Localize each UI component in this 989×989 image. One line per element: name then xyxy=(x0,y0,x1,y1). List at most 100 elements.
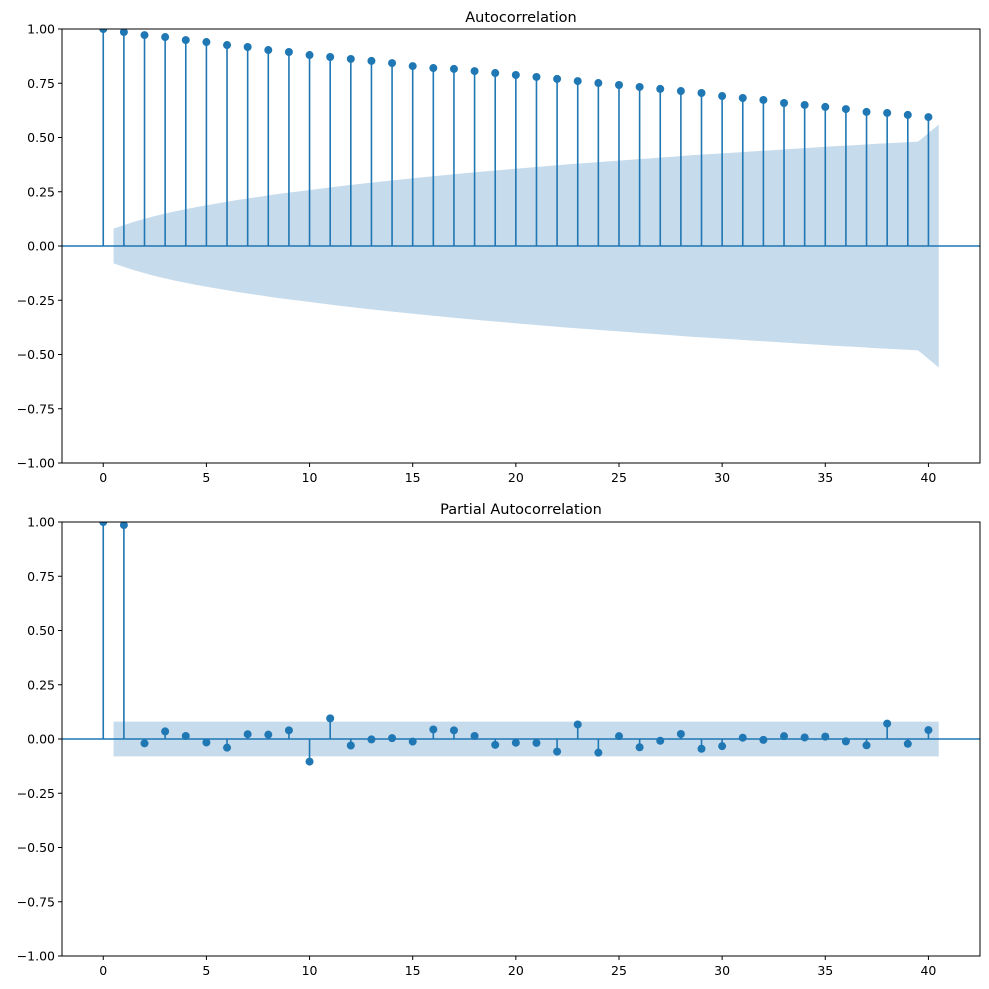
acf-marker-28 xyxy=(676,87,685,96)
pacf-marker-3 xyxy=(161,727,170,736)
acf-marker-26 xyxy=(635,82,644,91)
pacf-ytick-label: −0.75 xyxy=(17,894,55,909)
acf-ytick-label: 0.25 xyxy=(27,184,55,199)
acf-marker-24 xyxy=(594,79,603,88)
acf-marker-19 xyxy=(491,69,500,78)
acf-xtick-label: 35 xyxy=(817,470,833,485)
pacf-marker-21 xyxy=(532,738,541,747)
acf-marker-4 xyxy=(181,36,190,45)
acf-ytick-label: 0.75 xyxy=(27,76,55,91)
pacf-title: Partial Autocorrelation xyxy=(440,502,602,518)
pacf-ytick-label: 1.00 xyxy=(27,515,55,530)
pacf-marker-40 xyxy=(924,726,933,735)
acf-xtick-label: 5 xyxy=(202,470,210,485)
pacf-xtick-label: 5 xyxy=(202,963,210,978)
pacf-marker-23 xyxy=(573,720,582,729)
pacf-marker-20 xyxy=(511,738,520,747)
acf-marker-29 xyxy=(697,89,706,98)
acf-marker-35 xyxy=(821,102,830,111)
acf-marker-34 xyxy=(800,100,809,109)
pacf-marker-33 xyxy=(780,732,789,741)
acf-title: Autocorrelation xyxy=(465,10,576,26)
acf-marker-14 xyxy=(388,59,397,68)
acf-marker-38 xyxy=(883,108,892,117)
acf-xtick-label: 30 xyxy=(714,470,730,485)
pacf-marker-12 xyxy=(346,741,355,750)
pacf-marker-6 xyxy=(223,743,232,752)
pacf-marker-17 xyxy=(449,726,458,735)
acf-ytick-label: −1.00 xyxy=(17,456,55,471)
acf-xtick-label: 40 xyxy=(920,470,936,485)
pacf-marker-9 xyxy=(284,726,293,735)
pacf-marker-27 xyxy=(656,736,665,745)
acf-marker-20 xyxy=(511,71,520,80)
pacf-ytick-label: −0.25 xyxy=(17,786,55,801)
pacf-xtick-label: 40 xyxy=(920,963,936,978)
pacf-marker-24 xyxy=(594,748,603,757)
pacf-marker-38 xyxy=(883,719,892,728)
acf-marker-40 xyxy=(924,113,933,122)
pacf-marker-34 xyxy=(800,733,809,742)
acf-marker-16 xyxy=(429,64,438,73)
acf-marker-13 xyxy=(367,56,376,65)
pacf-marker-26 xyxy=(635,743,644,752)
acf-marker-3 xyxy=(161,33,170,42)
acf-marker-30 xyxy=(718,92,727,101)
acf-marker-6 xyxy=(223,41,232,50)
acf-marker-17 xyxy=(449,64,458,73)
acf-ytick-label: 1.00 xyxy=(27,22,55,37)
acf-marker-32 xyxy=(759,95,768,104)
acf-marker-15 xyxy=(408,62,417,71)
acf-marker-10 xyxy=(305,51,314,60)
acf-ytick-label: −0.25 xyxy=(17,293,55,308)
acf-ytick-label: −0.50 xyxy=(17,347,55,362)
pacf-marker-0 xyxy=(99,522,108,526)
pacf-axes: Partial Autocorrelation −1.00 −0.75 −0.50 −… xyxy=(17,502,981,978)
pacf-ytick-label: 0.75 xyxy=(27,569,55,584)
pacf-marker-5 xyxy=(202,738,211,747)
pacf-xtick-label: 10 xyxy=(302,963,318,978)
pacf-xtick-label: 20 xyxy=(508,963,524,978)
acf-axes: Autocorrelation −1.00 −0.75 −0.50 −0.25 0.00… xyxy=(17,10,981,485)
acf-xtick-label: 25 xyxy=(611,470,627,485)
acf-marker-36 xyxy=(841,105,850,114)
pacf-marker-25 xyxy=(614,732,623,741)
pacf-marker-35 xyxy=(821,732,830,741)
acf-marker-27 xyxy=(656,84,665,93)
acf-xtick-label: 20 xyxy=(508,470,524,485)
pacf-ytick-label: −0.50 xyxy=(17,840,55,855)
pacf-marker-39 xyxy=(903,739,912,748)
pacf-plot-area xyxy=(62,522,980,766)
acf-marker-37 xyxy=(862,107,871,116)
acf-marker-0 xyxy=(99,29,108,33)
pacf-marker-16 xyxy=(429,725,438,734)
acf-ytick-label: 0.00 xyxy=(27,239,55,254)
pacf-marker-14 xyxy=(388,734,397,743)
pacf-marker-4 xyxy=(181,731,190,740)
acf-marker-25 xyxy=(614,80,623,89)
acf-marker-11 xyxy=(326,52,335,61)
acf-xtick-label: 0 xyxy=(99,470,107,485)
pacf-marker-10 xyxy=(305,757,314,766)
acf-marker-1 xyxy=(119,29,128,37)
pacf-marker-31 xyxy=(738,733,747,742)
pacf-ytick-label: 0.50 xyxy=(27,623,55,638)
acf-marker-33 xyxy=(780,98,789,107)
pacf-marker-11 xyxy=(326,714,335,723)
acf-marker-8 xyxy=(264,46,273,55)
pacf-xtick-label: 15 xyxy=(405,963,421,978)
pacf-marker-37 xyxy=(862,741,871,750)
pacf-xtick-label: 0 xyxy=(99,963,107,978)
pacf-marker-18 xyxy=(470,731,479,740)
acf-marker-18 xyxy=(470,67,479,76)
pacf-marker-13 xyxy=(367,735,376,744)
acf-marker-2 xyxy=(140,31,149,40)
acf-xtick-label: 10 xyxy=(302,470,318,485)
acf-ytick-label: 0.50 xyxy=(27,130,55,145)
acf-ytick-label: −0.75 xyxy=(17,401,55,416)
pacf-xtick-label: 30 xyxy=(714,963,730,978)
pacf-marker-30 xyxy=(718,742,727,751)
acf-plot-area xyxy=(62,29,980,368)
pacf-marker-8 xyxy=(264,730,273,739)
